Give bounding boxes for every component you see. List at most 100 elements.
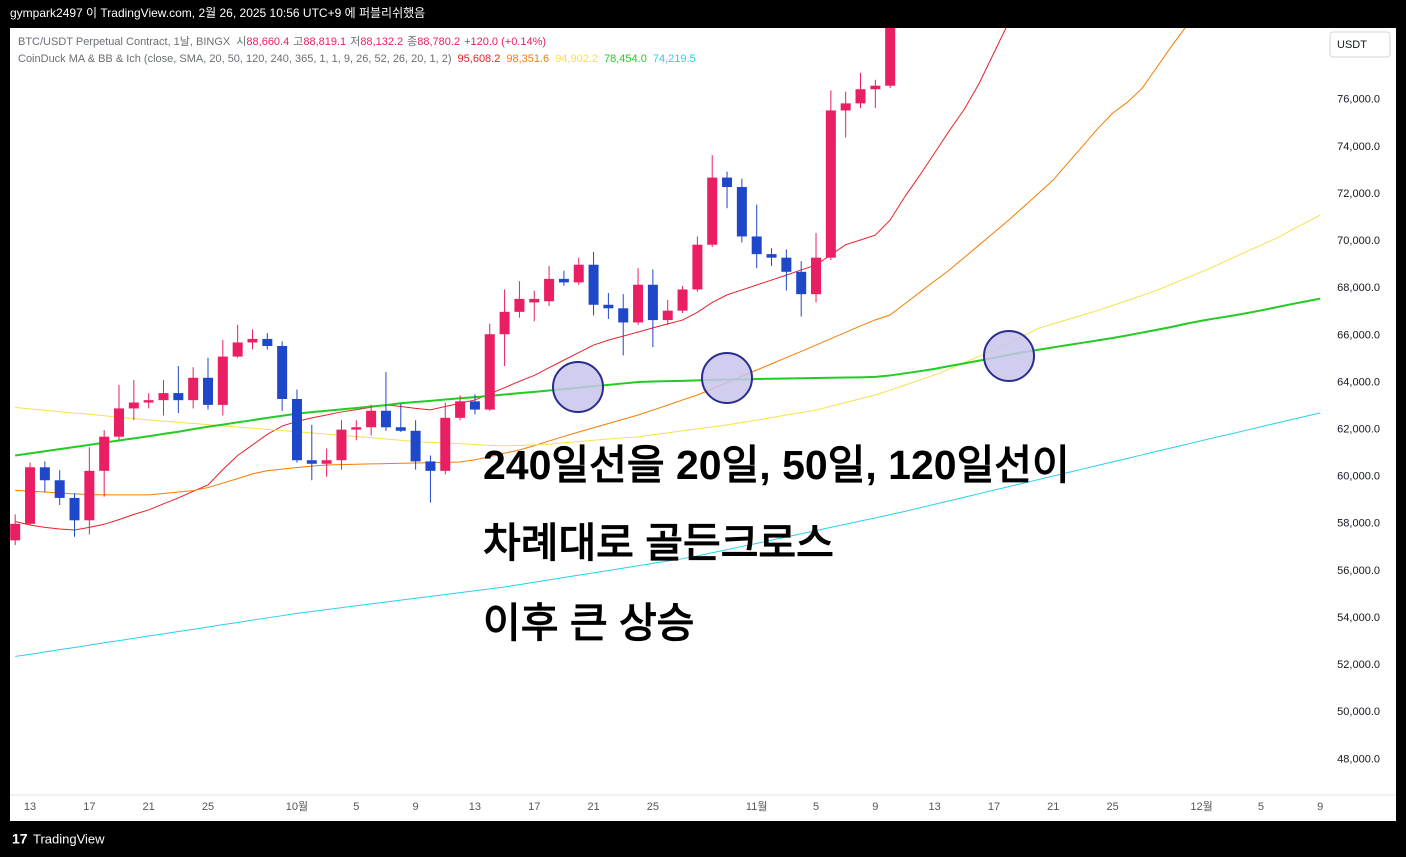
- ohlc-label: 고: [293, 36, 303, 48]
- candle-body: [173, 393, 184, 401]
- x-tick-label: 9: [413, 801, 419, 813]
- candle-body: [707, 177, 718, 245]
- candle-body: [410, 430, 421, 462]
- y-tick-label: 58,000.0: [1337, 518, 1380, 530]
- candle-body: [380, 410, 391, 428]
- cross-marker: [552, 361, 604, 413]
- candle-body: [277, 345, 288, 399]
- x-tick-label: 25: [202, 801, 214, 813]
- y-tick-label: 74,000.0: [1337, 141, 1380, 153]
- y-tick-label: 70,000.0: [1337, 235, 1380, 247]
- candle-body: [484, 334, 495, 410]
- candle-body: [692, 244, 703, 290]
- x-tick-label: 5: [813, 801, 819, 813]
- candle-body: [202, 377, 213, 405]
- candle-body: [291, 398, 302, 461]
- candle-body: [158, 393, 169, 401]
- candle-body: [69, 497, 80, 521]
- ohlc-label: 저: [350, 35, 360, 48]
- ohlc-value: 88,819.1: [303, 36, 346, 48]
- candle-body: [114, 408, 125, 437]
- indicator-value: 74,219.5: [653, 53, 696, 65]
- candle-body: [573, 264, 584, 283]
- change: +120.0 (+0.14%): [464, 36, 546, 48]
- currency[interactable]: USDT: [1337, 39, 1367, 51]
- x-tick-label: 5: [353, 801, 359, 813]
- candle-body: [99, 436, 110, 471]
- candle-body: [455, 401, 466, 418]
- candle-body: [588, 264, 599, 305]
- indicator-legend: CoinDuck MA & BB & Ich (close, SMA, 20, …: [18, 53, 696, 65]
- candle-body: [10, 523, 21, 541]
- candle-body: [796, 271, 807, 295]
- publish-note: gympark2497 이 TradingView.com, 2월 26, 20…: [10, 6, 425, 20]
- candle-body: [247, 338, 258, 343]
- y-tick-label: 62,000.0: [1337, 424, 1380, 436]
- ohlc-value: 88,780.2: [417, 36, 460, 48]
- indicator-value: 95,608.2: [458, 53, 501, 65]
- x-tick-label: 9: [872, 801, 878, 813]
- candle-body: [321, 460, 332, 464]
- x-tick-label: 17: [83, 801, 95, 813]
- x-tick-label: 21: [1047, 801, 1059, 813]
- candle-body: [499, 311, 510, 335]
- candle-body: [469, 401, 480, 410]
- candle-body: [647, 284, 658, 321]
- plot-area: [10, 28, 1321, 657]
- x-tick-label: 25: [647, 801, 659, 813]
- annotation: 이후 큰 상승: [483, 600, 694, 646]
- footer-logo: 17 TradingView: [12, 831, 105, 847]
- ohlc-label: 시: [236, 36, 246, 48]
- candle-body: [544, 278, 555, 302]
- candle-body: [440, 417, 451, 471]
- candle-body: [336, 429, 347, 461]
- ma-line: [15, 28, 1007, 531]
- candle-body: [366, 410, 377, 428]
- candle-body: [840, 103, 851, 111]
- candle-body: [722, 177, 733, 187]
- ma-line: [15, 297, 1321, 457]
- indicator-name: CoinDuck MA & BB & Ich (close, SMA, 20, …: [18, 53, 452, 65]
- candle-body: [603, 304, 614, 309]
- indicator-value: 98,351.6: [506, 53, 549, 65]
- candle-body: [662, 310, 673, 321]
- candle-body: [188, 377, 199, 401]
- candle-body: [618, 308, 629, 323]
- ma-line: [15, 28, 1186, 496]
- candle-body: [84, 470, 95, 521]
- x-tick-label: 21: [143, 801, 155, 813]
- symbol-title: BTC/USDT Perpetual Contract, 1날, BINGX: [18, 35, 231, 48]
- candle-body: [870, 85, 881, 90]
- candle-body: [54, 480, 65, 498]
- candle-body: [351, 427, 362, 430]
- candle-body: [262, 338, 273, 346]
- x-tick-label: 9: [1317, 801, 1323, 813]
- cross-marker: [983, 330, 1035, 382]
- brand: TradingView: [33, 831, 105, 846]
- ohlc-label: 종: [407, 36, 417, 48]
- candle-body: [217, 356, 228, 405]
- y-tick-label: 52,000.0: [1337, 659, 1380, 671]
- currency-button[interactable]: [1329, 31, 1391, 58]
- candle-body: [25, 467, 36, 524]
- x-tick-label: 13: [929, 801, 941, 813]
- candle-body: [128, 402, 139, 409]
- x-tick-label: 11월: [746, 800, 768, 813]
- y-tick-label: 48,000.0: [1337, 753, 1380, 765]
- x-tick-label: 5: [1258, 801, 1264, 813]
- annotation: 240일선을 20일, 50일, 120일선이: [483, 442, 1070, 488]
- y-tick-label: 56,000.0: [1337, 565, 1380, 577]
- indicator-value: 94,902.2: [555, 53, 598, 65]
- indicator-value: 78,454.0: [604, 53, 647, 65]
- x-tick-label: 12월: [1190, 800, 1212, 813]
- y-tick-label: 54,000.0: [1337, 612, 1380, 624]
- logo-mark: 17: [12, 831, 28, 847]
- candle-body: [143, 400, 154, 403]
- x-tick-label: 17: [988, 801, 1000, 813]
- candle-body: [558, 278, 569, 283]
- x-tick-label: 10월: [286, 800, 308, 813]
- chart-panel: [10, 28, 1396, 821]
- x-tick-label: 13: [469, 801, 481, 813]
- ma-line: [15, 214, 1321, 447]
